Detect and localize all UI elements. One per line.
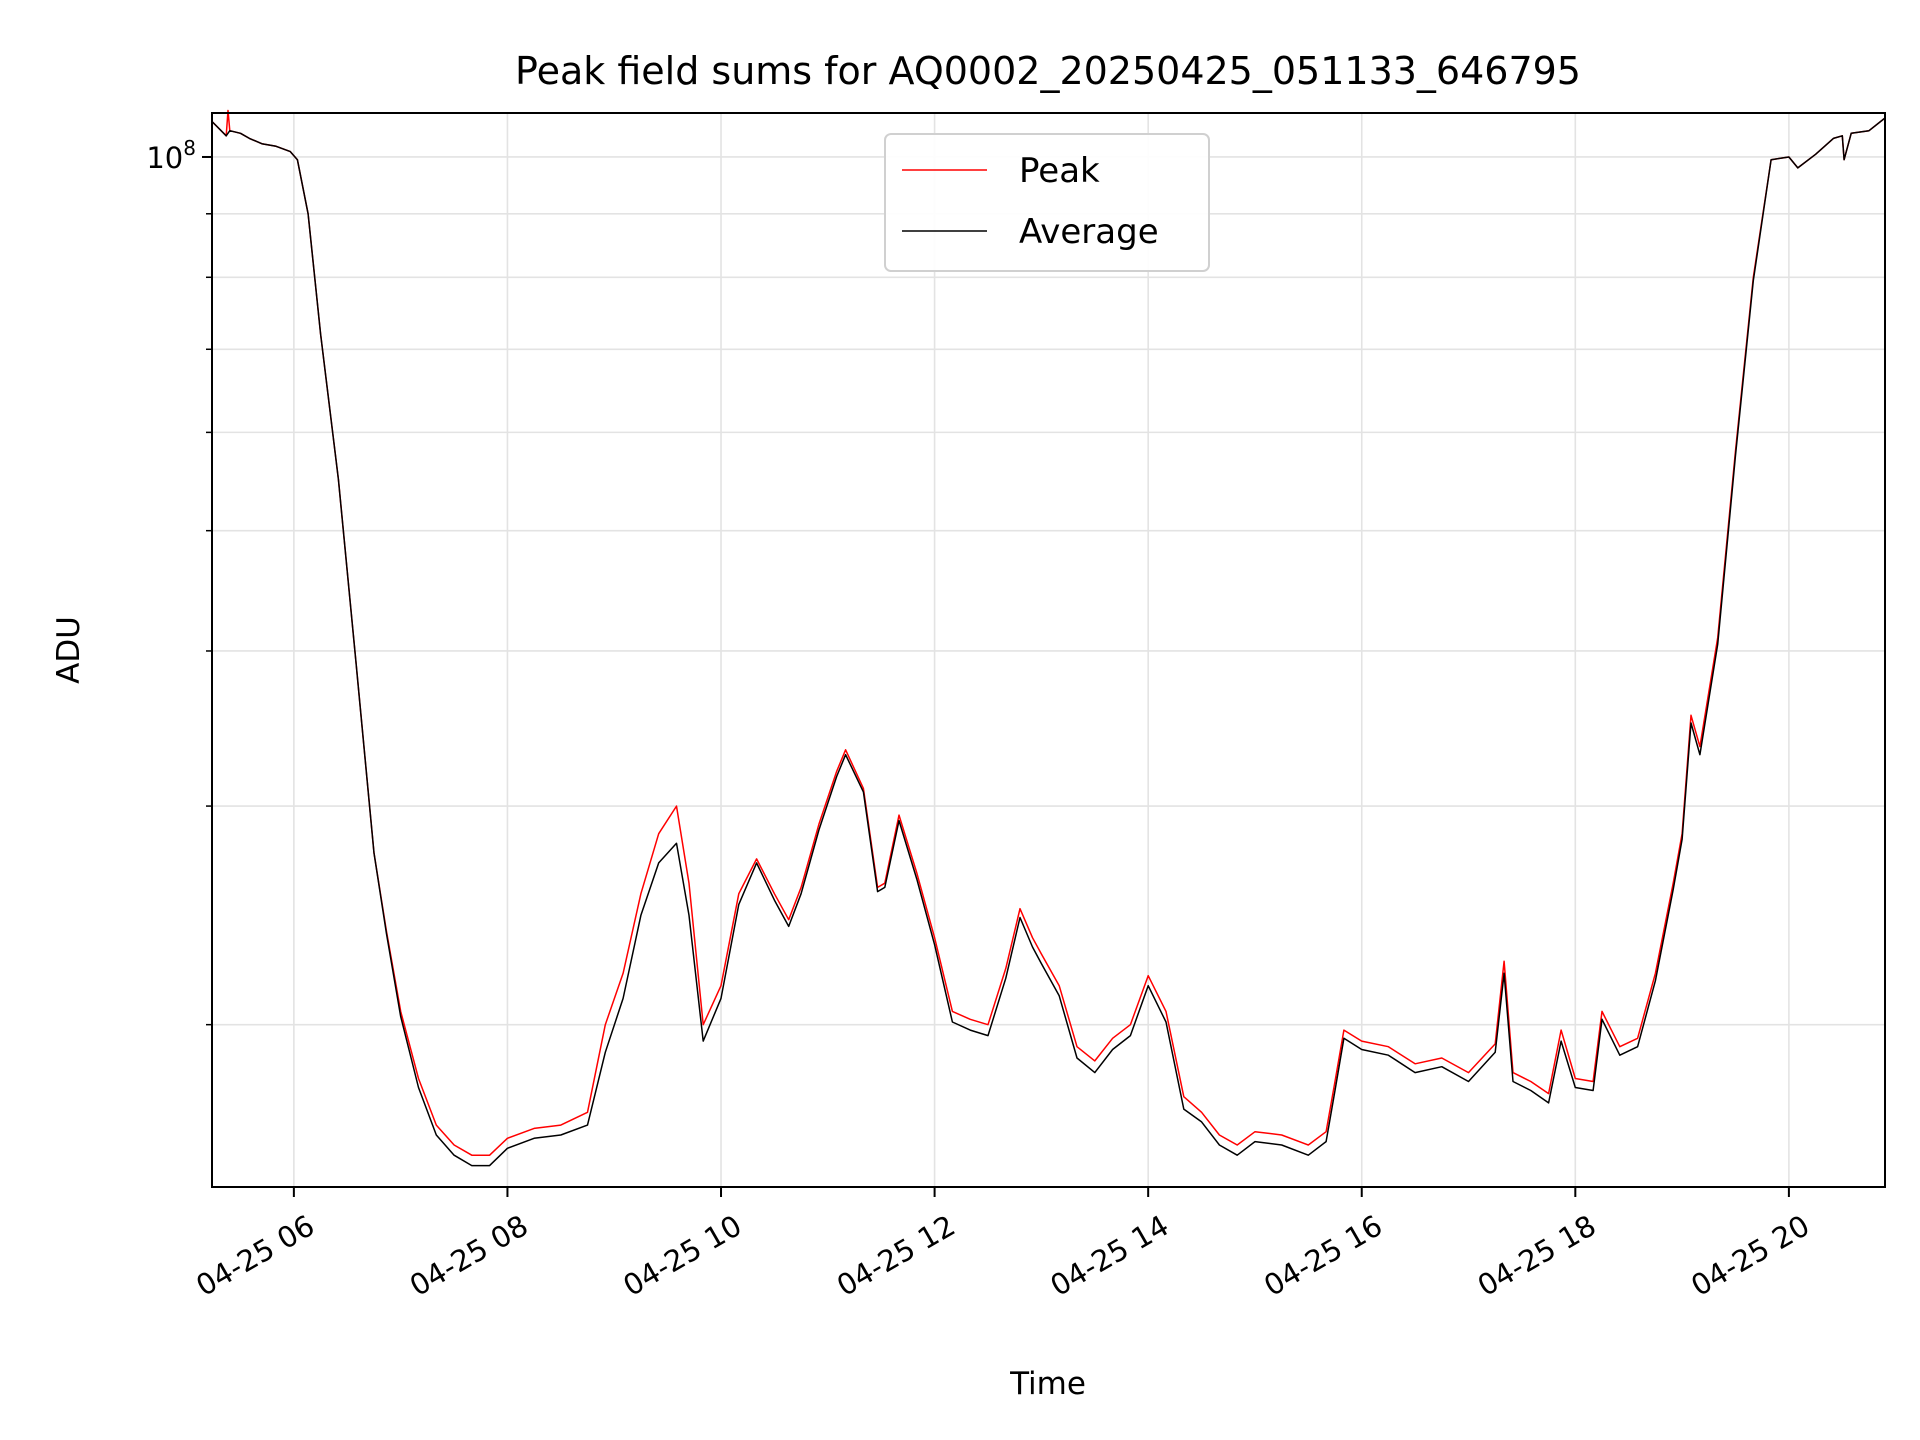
legend-box — [884, 133, 1210, 272]
series-line-average — [211, 117, 1886, 1167]
chart-title: Peak field sums for AQ0002_20250425_0511… — [515, 49, 1581, 93]
series-line-peak — [211, 109, 1886, 1156]
legend-label-peak: Peak — [1019, 151, 1100, 191]
legend: Peak Average — [884, 133, 1210, 272]
x-axis-label: Time — [1009, 1366, 1086, 1402]
y-tick-label: 108 — [146, 136, 196, 175]
grid — [212, 113, 1885, 1187]
axes-frame — [211, 112, 1886, 1188]
y-axis-label: ADU — [51, 616, 87, 684]
series-layer — [211, 109, 1886, 1167]
legend-label-average: Average — [1019, 212, 1159, 252]
